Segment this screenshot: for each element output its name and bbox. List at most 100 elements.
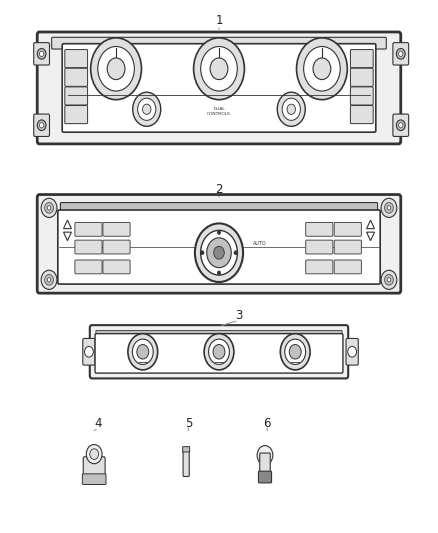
Circle shape <box>47 206 51 210</box>
FancyBboxPatch shape <box>65 87 88 105</box>
Text: 6: 6 <box>263 417 271 430</box>
FancyBboxPatch shape <box>65 50 88 68</box>
Circle shape <box>128 334 158 370</box>
Circle shape <box>313 58 331 79</box>
FancyBboxPatch shape <box>52 37 386 49</box>
Circle shape <box>396 49 405 59</box>
Circle shape <box>234 251 237 255</box>
FancyBboxPatch shape <box>334 222 361 236</box>
Text: 4: 4 <box>95 417 102 430</box>
Text: 1: 1 <box>215 14 223 27</box>
FancyBboxPatch shape <box>65 68 88 86</box>
Text: 3: 3 <box>235 309 242 322</box>
Circle shape <box>201 251 204 255</box>
FancyBboxPatch shape <box>75 260 102 274</box>
Circle shape <box>86 445 102 464</box>
Circle shape <box>207 238 231 268</box>
Circle shape <box>385 203 393 213</box>
FancyBboxPatch shape <box>103 240 130 254</box>
Circle shape <box>133 92 161 126</box>
FancyBboxPatch shape <box>34 114 49 136</box>
FancyBboxPatch shape <box>334 260 361 274</box>
FancyBboxPatch shape <box>260 453 270 474</box>
Circle shape <box>194 38 244 100</box>
FancyBboxPatch shape <box>37 32 401 144</box>
Circle shape <box>39 51 44 56</box>
FancyBboxPatch shape <box>350 87 373 105</box>
FancyBboxPatch shape <box>346 338 358 365</box>
FancyBboxPatch shape <box>350 50 373 68</box>
FancyBboxPatch shape <box>103 222 130 236</box>
FancyBboxPatch shape <box>58 210 380 284</box>
FancyBboxPatch shape <box>95 334 343 373</box>
FancyBboxPatch shape <box>393 43 409 65</box>
FancyBboxPatch shape <box>350 106 373 124</box>
Text: AUTO: AUTO <box>252 240 266 246</box>
FancyBboxPatch shape <box>83 338 95 365</box>
Text: 2: 2 <box>215 183 223 196</box>
Circle shape <box>45 203 53 213</box>
Circle shape <box>280 334 310 370</box>
Circle shape <box>257 446 273 465</box>
Circle shape <box>85 346 93 357</box>
FancyBboxPatch shape <box>75 222 102 236</box>
FancyBboxPatch shape <box>75 240 102 254</box>
FancyBboxPatch shape <box>334 240 361 254</box>
Text: 5: 5 <box>185 417 192 430</box>
Circle shape <box>217 230 221 235</box>
FancyBboxPatch shape <box>65 106 88 124</box>
FancyBboxPatch shape <box>350 68 373 86</box>
Circle shape <box>204 334 234 370</box>
Circle shape <box>387 278 391 282</box>
FancyBboxPatch shape <box>306 260 333 274</box>
Circle shape <box>41 198 57 217</box>
Circle shape <box>381 270 397 289</box>
Circle shape <box>208 339 230 365</box>
Circle shape <box>396 120 405 131</box>
FancyBboxPatch shape <box>103 260 130 274</box>
Circle shape <box>45 274 53 285</box>
Circle shape <box>98 46 134 91</box>
FancyBboxPatch shape <box>96 330 342 337</box>
Circle shape <box>91 38 141 100</box>
FancyBboxPatch shape <box>60 203 378 214</box>
Circle shape <box>201 230 237 275</box>
Circle shape <box>385 274 393 285</box>
Circle shape <box>132 339 153 365</box>
Circle shape <box>41 270 57 289</box>
FancyBboxPatch shape <box>183 447 190 452</box>
Circle shape <box>282 98 300 120</box>
Circle shape <box>195 223 243 282</box>
FancyBboxPatch shape <box>82 474 106 484</box>
Circle shape <box>90 449 99 459</box>
Circle shape <box>348 346 357 357</box>
Circle shape <box>399 51 403 56</box>
Circle shape <box>277 92 305 126</box>
FancyBboxPatch shape <box>34 43 49 65</box>
Circle shape <box>107 58 125 79</box>
Circle shape <box>37 49 46 59</box>
Circle shape <box>289 344 301 359</box>
Circle shape <box>217 271 221 275</box>
Circle shape <box>387 206 391 210</box>
Circle shape <box>287 104 296 115</box>
Circle shape <box>138 98 156 120</box>
Circle shape <box>142 104 151 115</box>
FancyBboxPatch shape <box>183 449 189 477</box>
Circle shape <box>47 278 51 282</box>
Circle shape <box>304 46 340 91</box>
FancyBboxPatch shape <box>258 471 272 483</box>
Circle shape <box>210 58 228 79</box>
Circle shape <box>214 246 224 259</box>
FancyBboxPatch shape <box>90 325 348 378</box>
FancyBboxPatch shape <box>62 44 376 132</box>
Circle shape <box>201 46 237 91</box>
Circle shape <box>399 123 403 128</box>
Circle shape <box>37 120 46 131</box>
FancyBboxPatch shape <box>83 457 105 477</box>
Circle shape <box>39 123 44 128</box>
Circle shape <box>381 198 397 217</box>
FancyBboxPatch shape <box>306 222 333 236</box>
Circle shape <box>297 38 347 100</box>
Circle shape <box>213 344 225 359</box>
